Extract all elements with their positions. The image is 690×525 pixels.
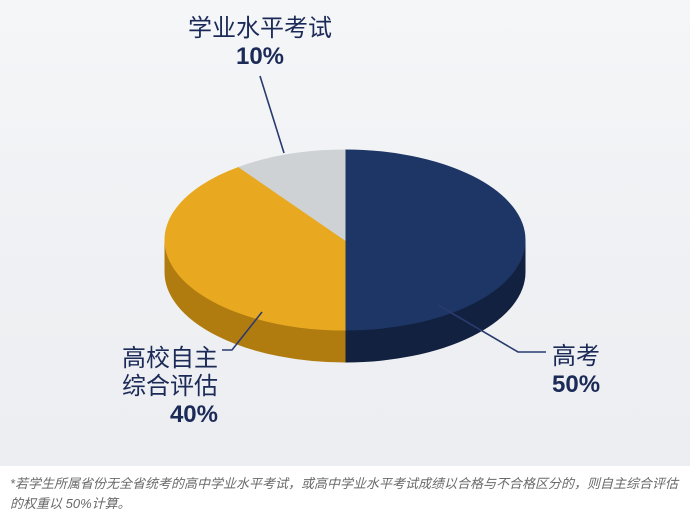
svg-text:10%: 10%: [236, 43, 284, 70]
pie-chart-svg: 高考50% 高校自主综合评估40% 学业水平考试10%: [0, 0, 690, 466]
svg-text:综合评估: 综合评估: [122, 373, 218, 400]
svg-text:高校自主: 高校自主: [122, 345, 218, 372]
leader-academic: [260, 76, 284, 153]
pie-chart-container: 高考50% 高校自主综合评估40% 学业水平考试10%: [0, 0, 690, 466]
label-autonomous: 高校自主综合评估40%: [122, 345, 218, 428]
label-gaokao: 高考50%: [552, 343, 600, 398]
svg-text:高考: 高考: [552, 343, 600, 370]
svg-text:40%: 40%: [170, 401, 218, 428]
label-academic: 学业水平考试10%: [188, 15, 332, 70]
svg-text:50%: 50%: [552, 371, 600, 398]
svg-text:学业水平考试: 学业水平考试: [188, 15, 332, 42]
footnote-text: *若学生所属省份无全省统考的高中学业水平考试，或高中学业水平考试成绩以合格与不合…: [0, 466, 690, 525]
